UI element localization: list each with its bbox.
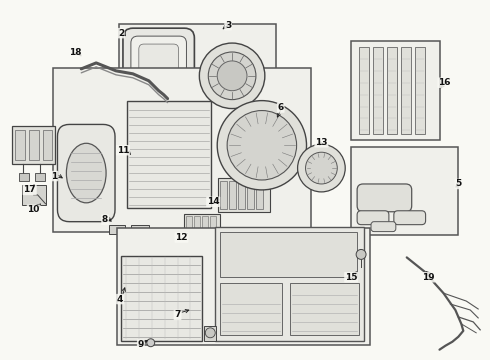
Bar	[184, 214, 220, 234]
FancyBboxPatch shape	[123, 28, 195, 132]
Bar	[131, 225, 149, 234]
Circle shape	[217, 100, 307, 190]
Circle shape	[306, 152, 337, 184]
Bar	[373, 47, 383, 134]
Bar	[204, 326, 216, 341]
FancyBboxPatch shape	[357, 211, 389, 225]
Bar	[12, 126, 55, 164]
FancyBboxPatch shape	[394, 211, 426, 225]
Ellipse shape	[66, 143, 106, 203]
Bar	[415, 47, 425, 134]
Bar	[187, 216, 193, 231]
Bar	[53, 68, 312, 231]
Text: 3: 3	[225, 21, 231, 30]
Bar	[387, 47, 397, 134]
Text: 6: 6	[278, 103, 284, 112]
Bar	[351, 147, 458, 235]
Bar	[117, 228, 370, 345]
Bar	[264, 150, 278, 164]
Bar	[15, 130, 24, 160]
Bar	[401, 47, 411, 134]
Bar	[218, 178, 270, 212]
Text: 9: 9	[138, 340, 144, 349]
Text: 17: 17	[24, 185, 36, 194]
Text: 2: 2	[118, 29, 124, 38]
Bar	[220, 181, 227, 209]
Text: 14: 14	[207, 197, 220, 206]
Bar	[290, 283, 359, 335]
Bar	[202, 216, 208, 231]
FancyBboxPatch shape	[131, 36, 187, 125]
Text: 13: 13	[315, 138, 328, 147]
Circle shape	[208, 52, 256, 100]
Bar	[229, 181, 236, 209]
Circle shape	[147, 339, 155, 347]
Text: 16: 16	[438, 78, 451, 87]
FancyBboxPatch shape	[139, 44, 178, 117]
Circle shape	[227, 111, 296, 180]
Circle shape	[297, 144, 345, 192]
Bar	[43, 130, 52, 160]
Bar	[19, 173, 29, 181]
Circle shape	[356, 249, 366, 260]
Text: 7: 7	[174, 310, 181, 319]
Bar	[359, 47, 369, 134]
Text: 11: 11	[117, 146, 129, 155]
Text: 1: 1	[51, 171, 58, 180]
Bar	[220, 283, 282, 335]
Text: 8: 8	[102, 215, 108, 224]
Bar	[215, 227, 364, 341]
Text: 10: 10	[27, 205, 40, 214]
Text: 19: 19	[422, 273, 435, 282]
Text: 18: 18	[69, 49, 81, 58]
Bar	[22, 185, 46, 205]
FancyBboxPatch shape	[357, 184, 412, 212]
Text: 5: 5	[455, 180, 462, 189]
Bar	[238, 181, 245, 209]
Bar	[210, 216, 216, 231]
Bar	[351, 41, 441, 140]
Bar	[247, 181, 254, 209]
Bar	[220, 231, 357, 277]
Circle shape	[205, 328, 215, 338]
Text: 12: 12	[175, 233, 188, 242]
Bar	[195, 216, 200, 231]
Bar	[29, 130, 39, 160]
Text: 15: 15	[345, 273, 357, 282]
Bar	[127, 100, 211, 208]
Bar	[119, 24, 276, 138]
Text: 4: 4	[117, 294, 123, 303]
Bar	[256, 181, 263, 209]
Circle shape	[217, 61, 247, 91]
Bar	[121, 256, 202, 341]
Bar	[35, 173, 45, 181]
Bar	[109, 225, 125, 234]
Circle shape	[199, 43, 265, 109]
FancyBboxPatch shape	[57, 125, 115, 222]
FancyBboxPatch shape	[371, 222, 396, 231]
